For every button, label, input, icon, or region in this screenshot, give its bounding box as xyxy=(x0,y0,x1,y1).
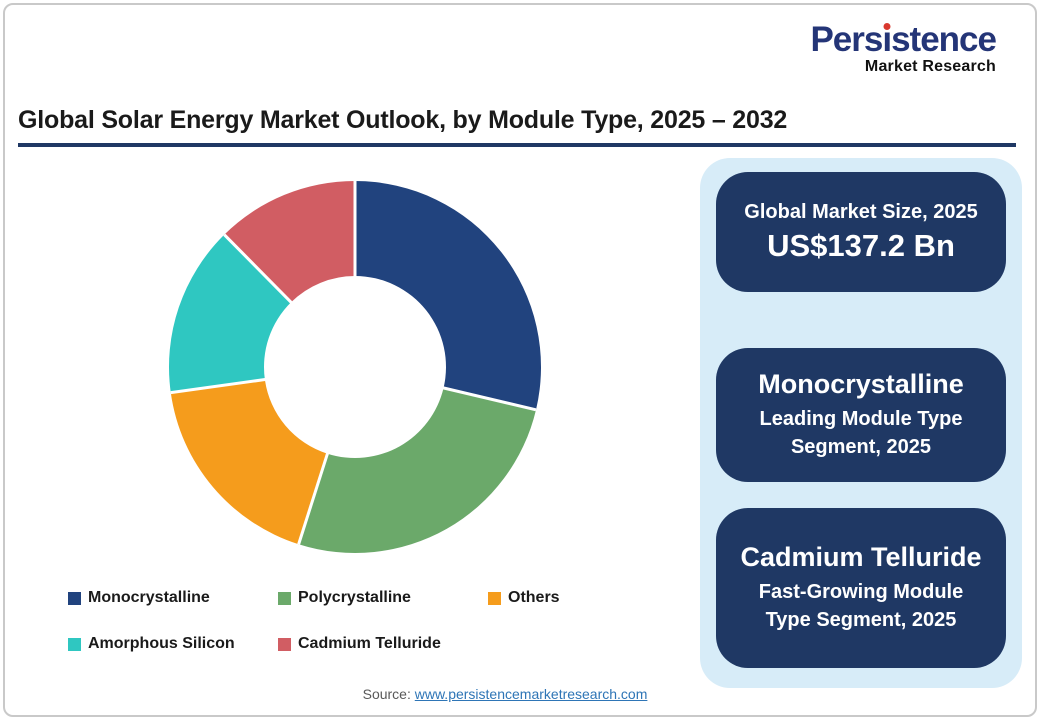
logo-brand-suffix: stence xyxy=(891,20,997,59)
donut-slice-monocrystalline xyxy=(355,181,542,410)
legend-item-cadmium-telluride: Cadmium Telluride xyxy=(278,636,488,652)
fast-growing-segment-name: Cadmium Telluride xyxy=(740,542,982,572)
leading-segment-desc: Leading Module Type Segment, 2025 xyxy=(759,408,963,458)
leading-segment-card: Monocrystalline Leading Module Type Segm… xyxy=(716,348,1006,482)
legend-item-others: Others xyxy=(488,590,560,606)
market-size-card: Global Market Size, 2025 US$137.2 Bn xyxy=(716,172,1006,292)
source-link[interactable]: www.persistencemarketresearch.com xyxy=(414,686,648,702)
highlights-panel: Global Market Size, 2025 US$137.2 Bn Mon… xyxy=(700,158,1022,688)
donut-slice-amorphous-silicon xyxy=(168,234,292,393)
leading-segment-name: Monocrystalline xyxy=(758,369,964,399)
company-logo: Persıstence Market Research xyxy=(810,20,997,75)
donut-slice-polycrystalline xyxy=(298,387,536,553)
market-size-label: Global Market Size, 2025 xyxy=(744,200,978,223)
legend-label: Cadmium Telluride xyxy=(298,635,441,652)
legend-swatch-amorphous-silicon-icon xyxy=(68,637,81,651)
donut-slice-separator xyxy=(223,233,294,305)
logo-brand-text: Persıstence xyxy=(810,20,997,59)
legend-item-monocrystalline: Monocrystalline xyxy=(68,590,278,606)
legend-item-amorphous-silicon: Amorphous Silicon xyxy=(68,636,278,652)
source-prefix: Source: xyxy=(362,686,415,702)
legend-swatch-others-icon xyxy=(488,591,501,605)
legend-swatch-polycrystalline-icon xyxy=(278,591,291,605)
legend-label: Monocrystalline xyxy=(88,589,210,606)
legend-label: Others xyxy=(508,589,560,606)
legend-swatch-monocrystalline-icon xyxy=(68,591,81,605)
donut-slice-cadmium-telluride xyxy=(224,181,355,303)
logo-tagline: Market Research xyxy=(864,58,996,75)
logo-brand-prefix: Pers xyxy=(810,20,883,59)
chart-legend: Monocrystalline Polycrystalline Others A… xyxy=(68,590,560,652)
logo-red-dot-i: ı xyxy=(882,20,892,59)
donut-slice-separator xyxy=(170,377,268,395)
donut-chart xyxy=(168,181,542,553)
fast-growing-segment-desc: Fast-Growing Module Type Segment, 2025 xyxy=(758,581,964,631)
donut-slice-separator xyxy=(441,386,537,412)
market-size-value: US$137.2 Bn xyxy=(767,227,955,263)
legend-swatch-cadmium-telluride-icon xyxy=(278,637,291,651)
source-line: Source: www.persistencemarketresearch.co… xyxy=(0,686,1010,702)
fast-growing-segment-card: Cadmium Telluride Fast-Growing Module Ty… xyxy=(716,508,1006,668)
legend-label: Polycrystalline xyxy=(298,589,411,606)
page-title: Global Solar Energy Market Outlook, by M… xyxy=(18,106,788,134)
title-underline xyxy=(18,143,1016,147)
donut-slice-separator xyxy=(297,451,330,545)
legend-label: Amorphous Silicon xyxy=(88,635,235,652)
legend-item-polycrystalline: Polycrystalline xyxy=(278,590,488,606)
donut-slice-others xyxy=(170,379,328,545)
